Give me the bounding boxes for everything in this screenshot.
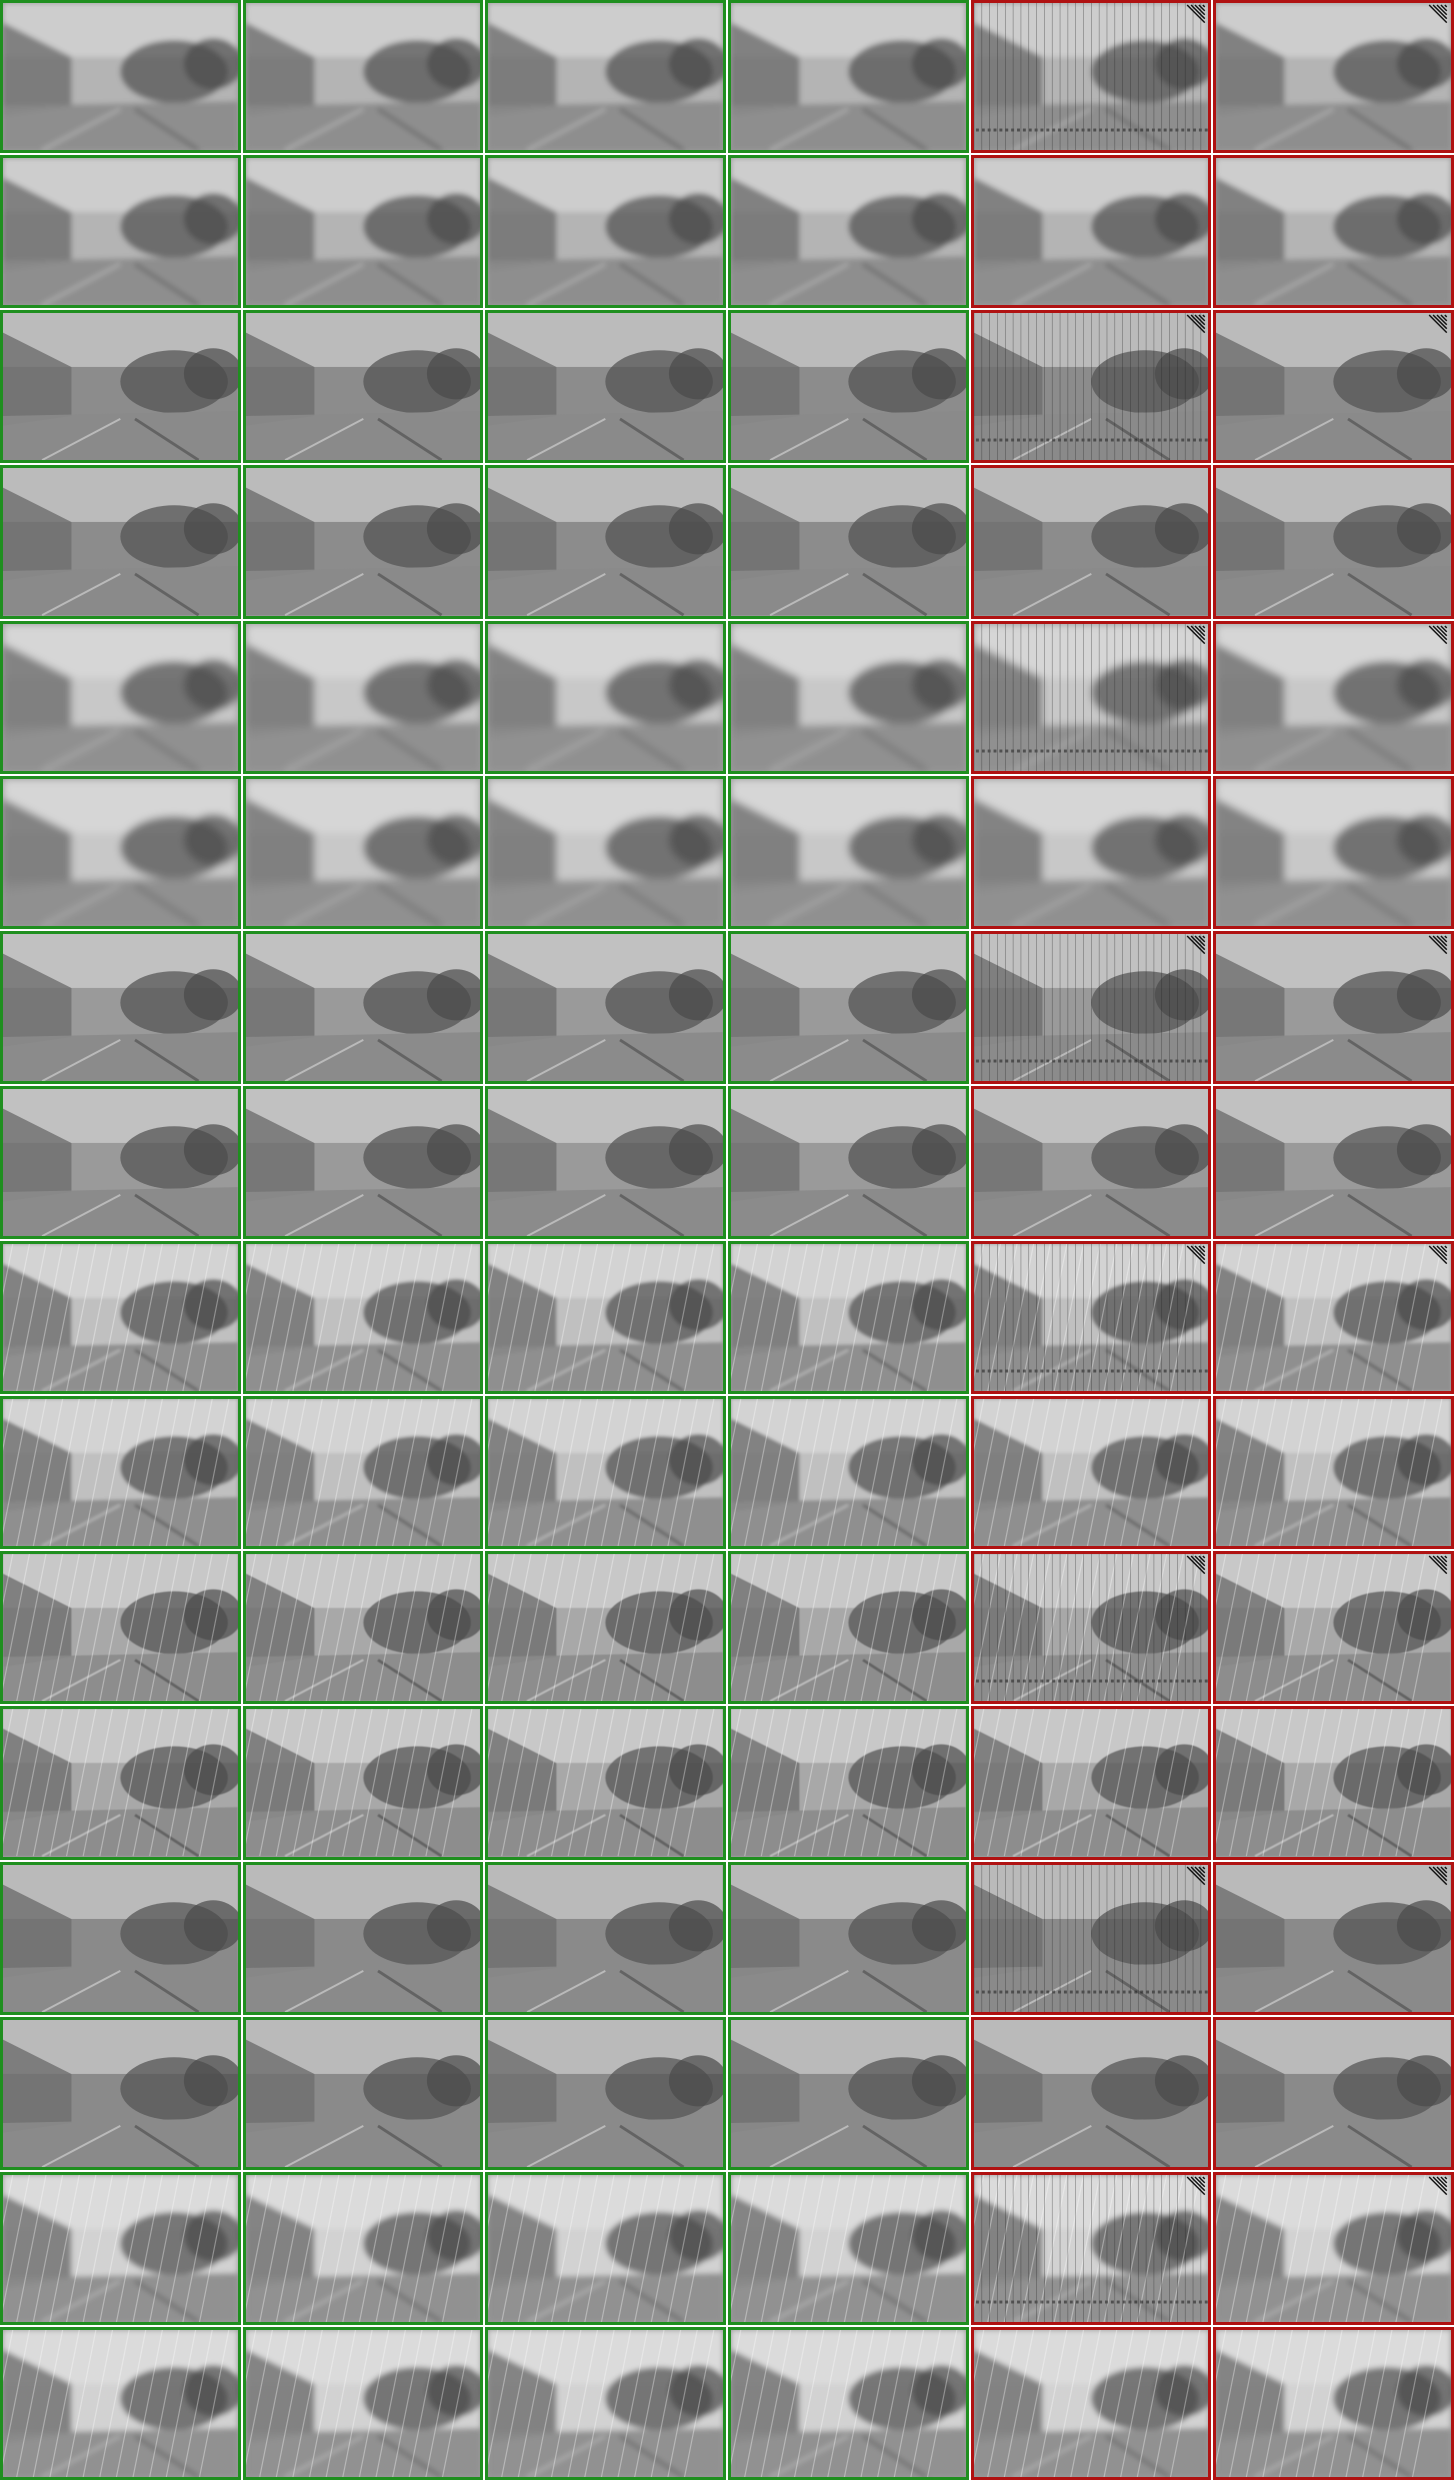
thumbnail-city-street-with-crowd-r13-c3 xyxy=(485,1861,726,2015)
thumbnail-rainy-buildings-and-trees-r9-c5 xyxy=(970,1241,1212,1395)
thumbnail-wide-avenue-with-trees-r7-c6 xyxy=(1213,930,1454,1084)
thumbnail-rainy-plaza-with-traffic-light-r12-c5 xyxy=(970,1706,1212,1860)
thumbnail-rainy-buildings-and-trees-r10-c4 xyxy=(728,1396,969,1550)
thumbnail-foggy-rainy-street-with-cars-r15-c3 xyxy=(485,2171,726,2325)
thumbnail-street-with-parked-cars-r4-c4 xyxy=(728,465,969,619)
thumbnail-city-street-with-crowd-r13-c6 xyxy=(1213,1861,1454,2015)
thumbnail-rainy-plaza-with-traffic-light-r11-c6 xyxy=(1213,1551,1454,1705)
thumbnail-city-street-with-crowd-r14-c1 xyxy=(0,2016,241,2170)
thumbnail-rainy-plaza-with-traffic-light-r12-c3 xyxy=(485,1706,726,1860)
thumbnail-street-with-pedestrian-r1-c5 xyxy=(970,0,1212,154)
thumbnail-rainy-plaza-with-traffic-light-r11-c5 xyxy=(970,1551,1212,1705)
thumbnail-city-street-with-crowd-r14-c5 xyxy=(970,2016,1212,2170)
thumbnail-street-with-parked-cars-r3-c6 xyxy=(1213,310,1454,464)
thumbnail-street-with-parked-cars-r3-c3 xyxy=(485,310,726,464)
thumbnail-rainy-buildings-and-trees-r9-c3 xyxy=(485,1241,726,1395)
thumbnail-foggy-rainy-street-with-cars-r15-c4 xyxy=(728,2171,969,2325)
thumbnail-wide-avenue-with-trees-r8-c3 xyxy=(485,1085,726,1239)
thumbnail-city-street-with-crowd-r14-c4 xyxy=(728,2016,969,2170)
thumbnail-rainy-plaza-with-traffic-light-r12-c2 xyxy=(242,1706,484,1860)
thumbnail-street-with-parked-cars-r4-c5 xyxy=(970,465,1212,619)
thumbnail-street-with-parked-cars-r3-c5 xyxy=(970,310,1212,464)
thumbnail-city-street-with-crowd-r14-c3 xyxy=(485,2016,726,2170)
thumbnail-street-with-pedestrian-r2-c6 xyxy=(1213,155,1454,309)
thumbnail-city-street-with-crowd-r14-c6 xyxy=(1213,2016,1454,2170)
thumbnail-wide-avenue-with-trees-r7-c1 xyxy=(0,930,241,1084)
thumbnail-street-with-pedestrian-r2-c3 xyxy=(485,155,726,309)
thumbnail-street-with-parked-cars-r4-c6 xyxy=(1213,465,1454,619)
thumbnail-rainy-buildings-and-trees-r10-c5 xyxy=(970,1396,1212,1550)
thumbnail-rainy-plaza-with-traffic-light-r12-c1 xyxy=(0,1706,241,1860)
thumbnail-foggy-rainy-street-with-cars-r16-c6 xyxy=(1213,2326,1454,2480)
thumbnail-foggy-rainy-street-with-cars-r15-c2 xyxy=(242,2171,484,2325)
thumbnail-foggy-rainy-street-with-cars-r16-c2 xyxy=(242,2326,484,2480)
thumbnail-rainy-buildings-and-trees-r9-c4 xyxy=(728,1241,969,1395)
thumbnail-rainy-buildings-and-trees-r9-c2 xyxy=(242,1241,484,1395)
thumbnail-foggy-rainy-street-with-cars-r16-c4 xyxy=(728,2326,969,2480)
thumbnail-wide-avenue-with-trees-r8-c1 xyxy=(0,1085,241,1239)
thumbnail-hazy-building-corner-r6-c2 xyxy=(242,775,484,929)
thumbnail-street-with-parked-cars-r4-c3 xyxy=(485,465,726,619)
thumbnail-street-with-parked-cars-r4-c2 xyxy=(242,465,484,619)
thumbnail-wide-avenue-with-trees-r8-c6 xyxy=(1213,1085,1454,1239)
thumbnail-hazy-building-corner-r5-c4 xyxy=(728,620,969,774)
thumbnail-street-with-pedestrian-r1-c2 xyxy=(242,0,484,154)
thumbnail-wide-avenue-with-trees-r7-c2 xyxy=(242,930,484,1084)
thumbnail-street-with-pedestrian-r1-c6 xyxy=(1213,0,1454,154)
thumbnail-hazy-building-corner-r5-c5 xyxy=(970,620,1212,774)
thumbnail-hazy-building-corner-r6-c6 xyxy=(1213,775,1454,929)
thumbnail-hazy-building-corner-r6-c3 xyxy=(485,775,726,929)
thumbnail-hazy-building-corner-r5-c2 xyxy=(242,620,484,774)
thumbnail-foggy-rainy-street-with-cars-r15-c5 xyxy=(970,2171,1212,2325)
thumbnail-street-with-pedestrian-r2-c2 xyxy=(242,155,484,309)
thumbnail-rainy-buildings-and-trees-r10-c6 xyxy=(1213,1396,1454,1550)
thumbnail-wide-avenue-with-trees-r7-c4 xyxy=(728,930,969,1084)
thumbnail-rainy-buildings-and-trees-r9-c6 xyxy=(1213,1241,1454,1395)
thumbnail-foggy-rainy-street-with-cars-r16-c1 xyxy=(0,2326,241,2480)
thumbnail-hazy-building-corner-r6-c1 xyxy=(0,775,241,929)
thumbnail-street-with-pedestrian-r1-c3 xyxy=(485,0,726,154)
thumbnail-city-street-with-crowd-r14-c2 xyxy=(242,2016,484,2170)
thumbnail-rainy-plaza-with-traffic-light-r11-c4 xyxy=(728,1551,969,1705)
thumbnail-rainy-plaza-with-traffic-light-r11-c1 xyxy=(0,1551,241,1705)
thumbnail-foggy-rainy-street-with-cars-r16-c5 xyxy=(970,2326,1212,2480)
thumbnail-street-with-parked-cars-r3-c4 xyxy=(728,310,969,464)
thumbnail-rainy-buildings-and-trees-r10-c2 xyxy=(242,1396,484,1550)
thumbnail-foggy-rainy-street-with-cars-r15-c1 xyxy=(0,2171,241,2325)
thumbnail-wide-avenue-with-trees-r8-c5 xyxy=(970,1085,1212,1239)
thumbnail-street-with-pedestrian-r1-c4 xyxy=(728,0,969,154)
thumbnail-city-street-with-crowd-r13-c4 xyxy=(728,1861,969,2015)
thumbnail-hazy-building-corner-r5-c6 xyxy=(1213,620,1454,774)
thumbnail-city-street-with-crowd-r13-c5 xyxy=(970,1861,1212,2015)
thumbnail-rainy-plaza-with-traffic-light-r12-c4 xyxy=(728,1706,969,1860)
thumbnail-hazy-building-corner-r5-c3 xyxy=(485,620,726,774)
thumbnail-street-with-pedestrian-r2-c1 xyxy=(0,155,241,309)
thumbnail-street-with-pedestrian-r2-c4 xyxy=(728,155,969,309)
thumbnail-street-with-pedestrian-r2-c5 xyxy=(970,155,1212,309)
thumbnail-wide-avenue-with-trees-r7-c3 xyxy=(485,930,726,1084)
thumbnail-foggy-rainy-street-with-cars-r16-c3 xyxy=(485,2326,726,2480)
thumbnail-street-with-pedestrian-r1-c1 xyxy=(0,0,241,154)
thumbnail-rainy-plaza-with-traffic-light-r11-c3 xyxy=(485,1551,726,1705)
thumbnail-rainy-buildings-and-trees-r10-c3 xyxy=(485,1396,726,1550)
thumbnail-wide-avenue-with-trees-r8-c4 xyxy=(728,1085,969,1239)
thumbnail-hazy-building-corner-r5-c1 xyxy=(0,620,241,774)
thumbnail-city-street-with-crowd-r13-c1 xyxy=(0,1861,241,2015)
thumbnail-street-with-parked-cars-r3-c2 xyxy=(242,310,484,464)
thumbnail-city-street-with-crowd-r13-c2 xyxy=(242,1861,484,2015)
thumbnail-rainy-plaza-with-traffic-light-r11-c2 xyxy=(242,1551,484,1705)
thumbnail-hazy-building-corner-r6-c4 xyxy=(728,775,969,929)
thumbnail-wide-avenue-with-trees-r8-c2 xyxy=(242,1085,484,1239)
thumbnail-rainy-plaza-with-traffic-light-r12-c6 xyxy=(1213,1706,1454,1860)
thumbnail-rainy-buildings-and-trees-r10-c1 xyxy=(0,1396,241,1550)
thumbnail-rainy-buildings-and-trees-r9-c1 xyxy=(0,1241,241,1395)
thumbnail-street-with-parked-cars-r4-c1 xyxy=(0,465,241,619)
thumbnail-street-with-parked-cars-r3-c1 xyxy=(0,310,241,464)
thumbnail-wide-avenue-with-trees-r7-c5 xyxy=(970,930,1212,1084)
thumbnail-hazy-building-corner-r6-c5 xyxy=(970,775,1212,929)
thumbnail-foggy-rainy-street-with-cars-r15-c6 xyxy=(1213,2171,1454,2325)
